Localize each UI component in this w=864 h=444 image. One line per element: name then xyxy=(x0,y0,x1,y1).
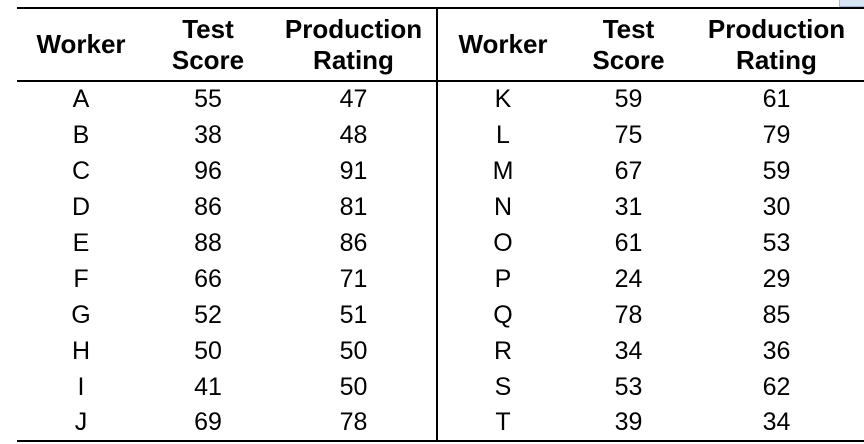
worker-cell: C xyxy=(71,156,91,185)
worker-cell: O xyxy=(493,228,513,257)
worker-header-right: Worker xyxy=(437,7,568,82)
production-header-line1: Production xyxy=(707,13,846,44)
test-score-header-left: Test Score xyxy=(145,7,271,82)
table-row: E 88 86 O 61 53 xyxy=(17,225,864,261)
test-score-cell: 39 xyxy=(568,405,689,442)
test-score-cell: 50 xyxy=(194,336,222,365)
worker-cell: A xyxy=(72,85,90,113)
test-score-cell: 34 xyxy=(614,336,643,365)
test-score-cell: 69 xyxy=(145,405,271,442)
production-header-line2: Rating xyxy=(313,44,394,75)
table-row: A 55 47 K 59 61 xyxy=(17,81,864,117)
test-score-cell: 41 xyxy=(194,372,222,401)
worker-scores-table: Worker Test Score Production Rating Work… xyxy=(17,7,864,442)
worker-cell: P xyxy=(494,264,512,293)
production-rating-cell: 47 xyxy=(271,81,438,117)
test-score-cell: 38 xyxy=(194,120,222,149)
production-rating-cell: 30 xyxy=(762,192,791,221)
worker-cell: M xyxy=(492,156,514,185)
production-rating-cell: 79 xyxy=(762,120,791,149)
test-score-cell: 88 xyxy=(194,228,222,257)
test-header-line1: Test xyxy=(182,13,234,44)
worker-cell: F xyxy=(73,264,89,293)
production-rating-cell: 78 xyxy=(271,405,438,442)
test-score-cell: 96 xyxy=(194,156,222,185)
header-row: Worker Test Score Production Rating Work… xyxy=(17,7,864,82)
production-rating-cell: 85 xyxy=(762,300,791,329)
table-row: D 86 81 N 31 30 xyxy=(17,189,864,225)
test-header-line2: Score xyxy=(171,44,245,75)
worker-cell: T xyxy=(437,405,568,442)
production-rating-cell: 50 xyxy=(271,333,438,369)
production-rating-cell: 71 xyxy=(271,261,438,297)
test-score-cell: 66 xyxy=(194,264,222,293)
table-body: A 55 47 K 59 61 B 38 48 L 75 79 C 96 91 … xyxy=(17,81,864,442)
production-rating-cell: 48 xyxy=(271,117,438,153)
test-score-cell: 24 xyxy=(614,264,643,293)
test-score-cell: 67 xyxy=(614,156,643,185)
production-rating-cell: 91 xyxy=(271,153,438,189)
worker-cell: K xyxy=(494,85,512,113)
production-rating-cell: 51 xyxy=(271,297,438,333)
production-rating-cell: 61 xyxy=(762,85,791,113)
table-header: Worker Test Score Production Rating Work… xyxy=(17,7,864,82)
test-score-cell: 75 xyxy=(614,120,643,149)
worker-cell: D xyxy=(71,192,91,221)
test-score-cell: 59 xyxy=(614,85,643,113)
test-score-cell: 55 xyxy=(194,85,222,113)
worker-cell: G xyxy=(71,300,91,329)
worker-cell: N xyxy=(493,192,513,221)
production-header-line1: Production xyxy=(284,13,423,44)
worker-header-label: Worker xyxy=(36,29,126,59)
test-score-cell: 78 xyxy=(614,300,643,329)
test-header-line1: Test xyxy=(602,13,655,44)
worker-cell: E xyxy=(72,228,90,257)
worker-cell: H xyxy=(71,336,91,365)
test-score-cell: 31 xyxy=(614,192,643,221)
table-row: C 96 91 M 67 59 xyxy=(17,153,864,189)
table-row: H 50 50 R 34 36 xyxy=(17,333,864,369)
worker-cell: Q xyxy=(493,300,513,329)
production-rating-cell: 86 xyxy=(271,225,438,261)
test-score-cell: 86 xyxy=(194,192,222,221)
test-score-cell: 61 xyxy=(614,228,643,257)
worker-cell: L xyxy=(496,120,510,149)
test-score-cell: 52 xyxy=(194,300,222,329)
table-row: B 38 48 L 75 79 xyxy=(17,117,864,153)
table-row: I 41 50 S 53 62 xyxy=(17,369,864,405)
production-rating-header-right: Production Rating xyxy=(689,7,864,82)
table-row: J 69 78 T 39 34 xyxy=(17,405,864,442)
production-rating-cell: 50 xyxy=(271,369,438,405)
worker-header-left: Worker xyxy=(17,7,145,82)
table-row: F 66 71 P 24 29 xyxy=(17,261,864,297)
worker-cell: I xyxy=(77,372,85,401)
production-rating-cell: 59 xyxy=(762,156,791,185)
worker-cell: S xyxy=(494,372,512,401)
production-rating-header-left: Production Rating xyxy=(271,7,438,82)
table-row: G 52 51 Q 78 85 xyxy=(17,297,864,333)
worker-header-label: Worker xyxy=(458,29,548,59)
production-rating-cell: 29 xyxy=(762,264,791,293)
production-rating-cell: 36 xyxy=(762,336,791,365)
corner-marker xyxy=(839,0,864,7)
production-rating-cell: 81 xyxy=(271,189,438,225)
worker-cell: B xyxy=(72,120,90,149)
production-rating-cell: 34 xyxy=(689,405,864,442)
test-score-cell: 53 xyxy=(614,372,643,401)
production-header-line2: Rating xyxy=(736,44,817,75)
worker-cell: J xyxy=(17,405,145,442)
test-score-header-right: Test Score xyxy=(568,7,689,82)
production-rating-cell: 62 xyxy=(762,372,791,401)
production-rating-cell: 53 xyxy=(762,228,791,257)
test-header-line2: Score xyxy=(592,44,665,75)
worker-cell: R xyxy=(493,336,513,365)
